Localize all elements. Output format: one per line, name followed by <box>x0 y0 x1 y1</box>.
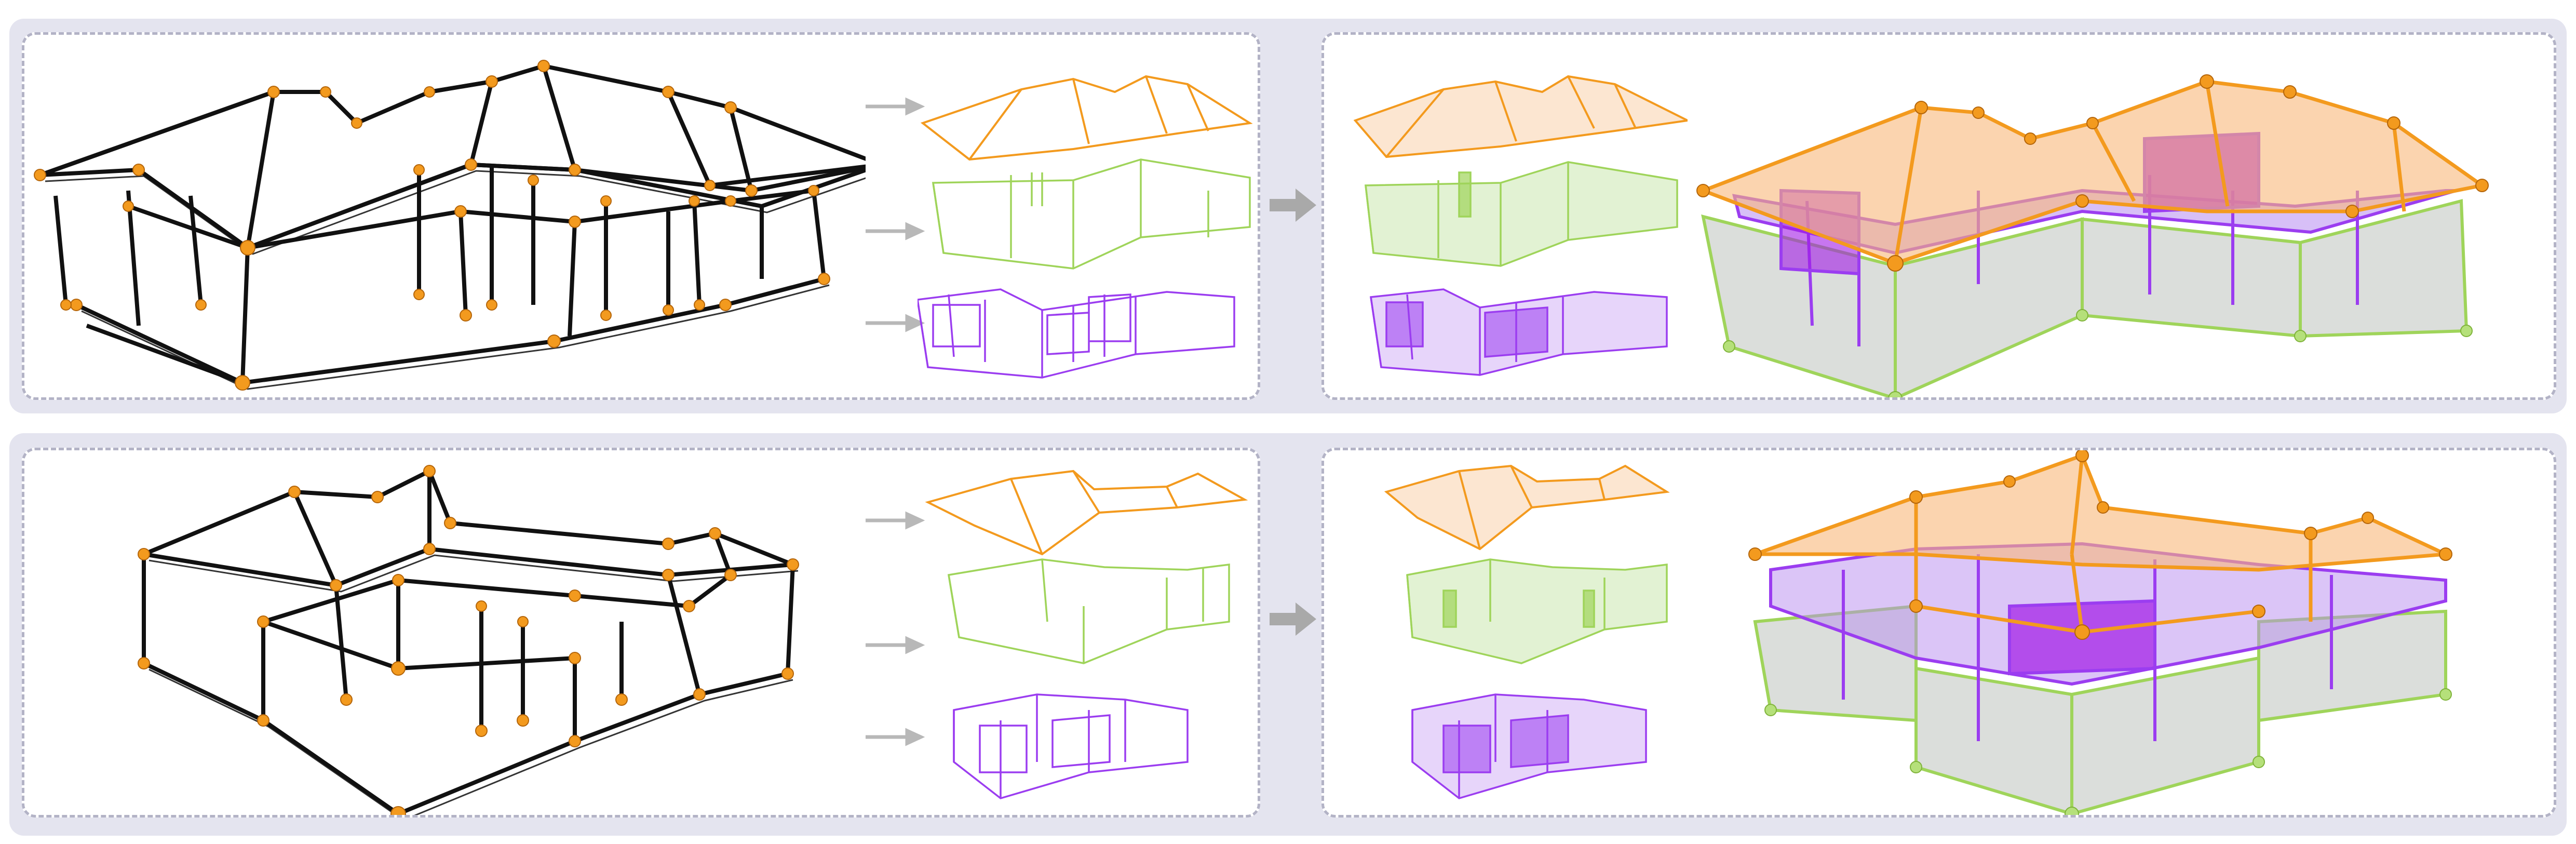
row-1-output-panel <box>1321 32 2556 400</box>
row-2-output-panel <box>1321 448 2556 818</box>
assembled-walls <box>1753 604 2447 815</box>
row-1-small-arrows <box>866 97 925 332</box>
row-1-input-panel <box>22 32 1260 400</box>
walls-layer-shaded <box>1406 558 1668 664</box>
row-2-assembled-model <box>1748 450 2453 815</box>
assembled-wall-joints <box>1764 688 2452 815</box>
row-1-wireframe <box>34 60 866 391</box>
row-2-decomposed-layers <box>925 470 1248 799</box>
rooms-layer-outline <box>953 693 1189 799</box>
assembled-joints <box>1748 450 2452 640</box>
rooms-layer-shaded <box>1411 693 1647 799</box>
roof-layer-outline <box>920 75 1253 161</box>
rooms-layer-outline <box>918 288 1235 379</box>
roof-layer-shaded <box>1384 464 1670 551</box>
assembled-joints <box>1696 74 2489 272</box>
assembled-roof <box>1698 79 2487 265</box>
row-2-small-arrows <box>866 511 925 746</box>
row-1-shaded-layers <box>1353 75 1688 376</box>
walls-layer-shaded <box>1365 161 1678 267</box>
roof-layer-outline <box>925 470 1248 556</box>
assembled-wall-joints <box>1723 309 2473 397</box>
row-2-wireframe <box>138 465 799 815</box>
row-2-shaded-layers <box>1384 464 1670 799</box>
row-2-input-panel <box>22 448 1260 818</box>
roof-layer-shaded <box>1353 75 1688 158</box>
row-1-big-arrow <box>1270 189 1316 222</box>
row-2-big-arrow <box>1270 602 1316 636</box>
rooms-layer-shaded <box>1370 288 1668 376</box>
joint-dots <box>34 60 830 391</box>
row-1-decomposed-layers <box>918 75 1253 379</box>
walls-layer-outline <box>947 558 1230 664</box>
walls-layer-outline <box>932 158 1251 270</box>
row-1-assembled-model <box>1696 74 2489 397</box>
joint-dots <box>138 465 799 815</box>
